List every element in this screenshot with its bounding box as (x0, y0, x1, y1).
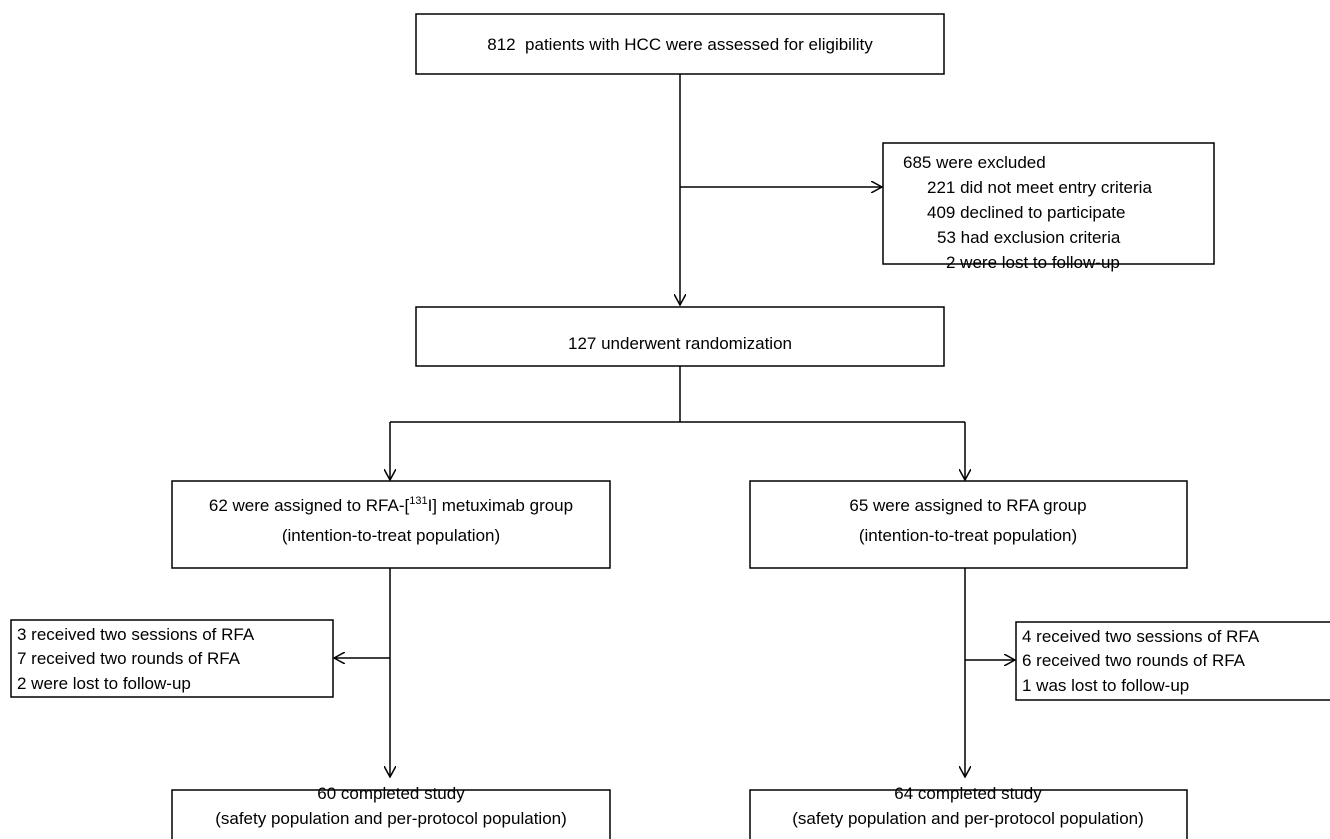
arm-completed-population: (safety population and per-protocol popu… (792, 809, 1144, 828)
arm-completed-population: (safety population and per-protocol popu… (215, 809, 567, 828)
exclusion-reason: 53 had exclusion criteria (937, 228, 1121, 247)
arm-population: (intention-to-treat population) (859, 526, 1077, 545)
exclusion-title: 685 were excluded (903, 153, 1046, 172)
box (1015, 621, 1330, 701)
box (171, 789, 611, 839)
box (749, 789, 1188, 839)
arm-assigned: 65 were assigned to RFA group (849, 496, 1086, 515)
box (415, 306, 945, 367)
box (749, 480, 1188, 569)
arm-event: 2 were lost to follow-up (17, 674, 191, 693)
arm-event: 7 received two rounds of RFA (17, 649, 241, 668)
box (882, 142, 1215, 265)
arm-assigned: 62 were assigned to RFA-[131I] metuximab… (209, 495, 573, 515)
box (415, 13, 945, 75)
arm-event: 3 received two sessions of RFA (17, 625, 255, 644)
arm-population: (intention-to-treat population) (282, 526, 500, 545)
arm-completed: 60 completed study (317, 784, 465, 803)
arm-event: 6 received two rounds of RFA (1022, 651, 1246, 670)
exclusion-reason: 221 did not meet entry criteria (927, 178, 1152, 197)
box (10, 619, 334, 698)
text: 62 were assigned to RFA-[ (209, 496, 410, 515)
arm-completed: 64 completed study (894, 784, 1042, 803)
arm-event: 4 received two sessions of RFA (1022, 627, 1260, 646)
arm-event: 1 was lost to follow-up (1022, 676, 1189, 695)
text: I] metuximab group (428, 496, 574, 515)
superscript: 131 (409, 495, 427, 507)
assessment: 812 patients with HCC were assessed for … (487, 35, 873, 54)
box (171, 480, 611, 569)
exclusion-reason: 409 declined to participate (927, 203, 1125, 222)
exclusion-reason: 2 were lost to follow-up (946, 253, 1120, 272)
randomization: 127 underwent randomization (568, 334, 792, 353)
